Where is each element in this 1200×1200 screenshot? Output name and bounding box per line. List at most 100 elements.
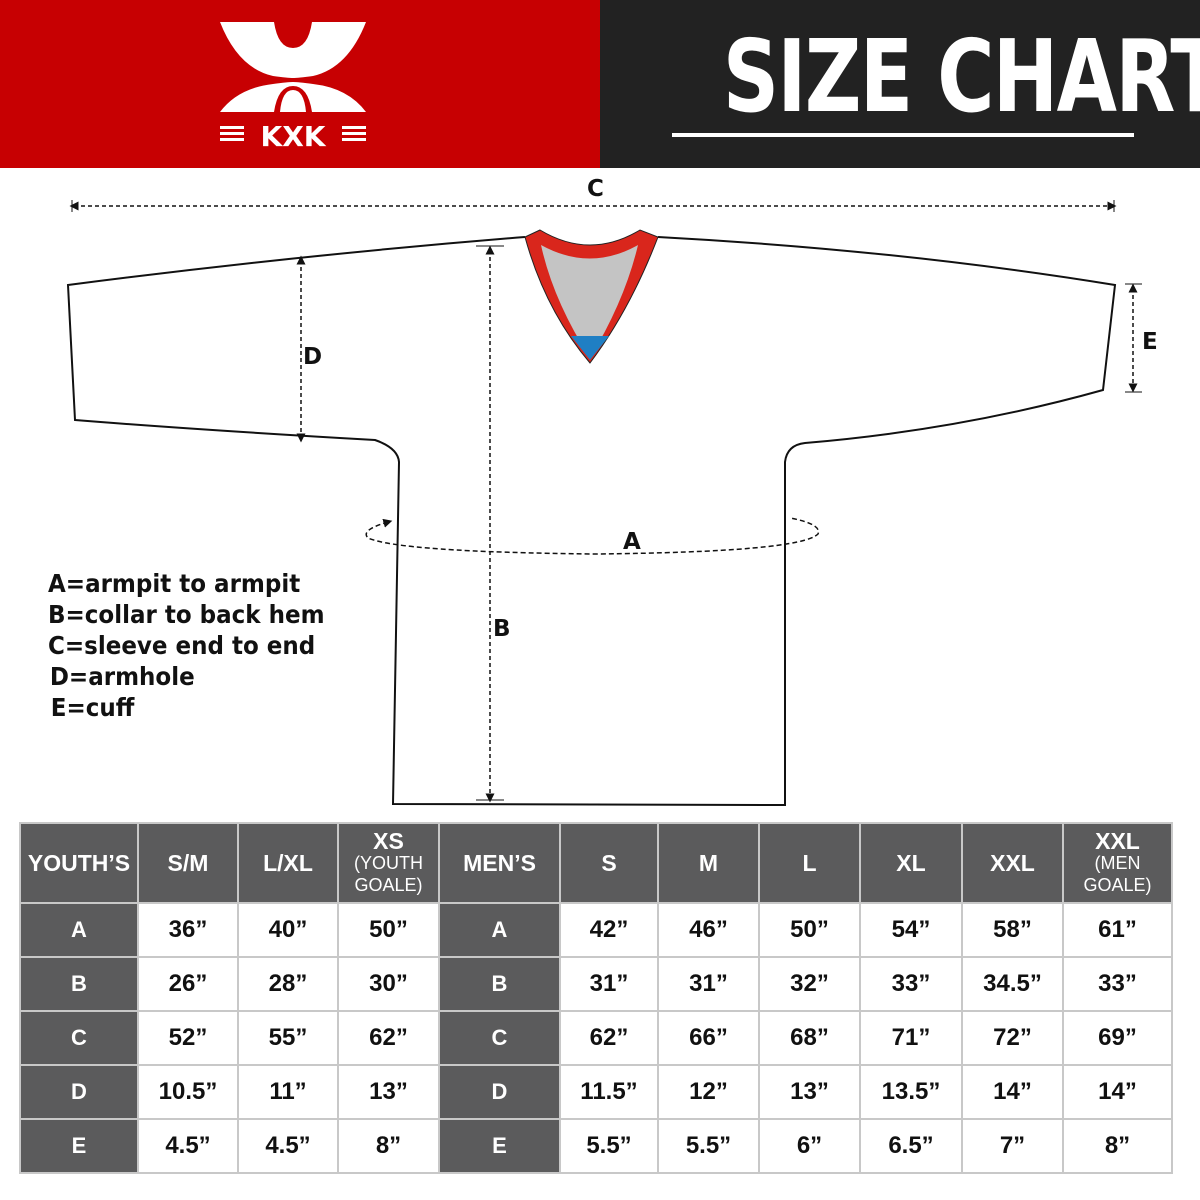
youth-value: 4.5” (139, 1120, 237, 1172)
youth-header: YOUTH’S (21, 824, 137, 902)
youth-value: 36” (139, 904, 237, 956)
collar-inner (541, 245, 638, 358)
table-row: C 52” 55” 62” C 62” 66” 68” 71” 72” 69” (21, 1012, 1171, 1064)
men-value: 5.5” (561, 1120, 657, 1172)
legend-item: A=armpit to armpit (48, 569, 301, 598)
row-label: A (21, 904, 137, 956)
men-value: 6.5” (861, 1120, 961, 1172)
men-header: MEN’S (440, 824, 559, 902)
measure-label-b: B (493, 616, 511, 642)
men-value: 72” (963, 1012, 1062, 1064)
youth-value: 50” (339, 904, 438, 956)
youth-value: 26” (139, 958, 237, 1010)
size-table: YOUTH’S S/M L/XL XS (YOUTH GOALE) MEN’S S M L XL X… (19, 822, 1173, 1174)
table-row: D 10.5” 11” 13” D 11.5” 12” 13” 13.5” 14” 14” (21, 1066, 1171, 1118)
men-value: 66” (659, 1012, 758, 1064)
men-value: 61” (1064, 904, 1171, 956)
youth-value: 13” (339, 1066, 438, 1118)
size-name: XXL (1095, 828, 1140, 854)
men-value: 33” (861, 958, 961, 1010)
men-value: 42” (561, 904, 657, 956)
youth-value: 55” (239, 1012, 337, 1064)
row-label: C (440, 1012, 559, 1064)
table-row: E 4.5” 4.5” 8” E 5.5” 5.5” 6” 6.5” 7” 8” (21, 1120, 1171, 1172)
measure-label-d: D (303, 344, 323, 370)
legend-item: C=sleeve end to end (48, 631, 316, 660)
row-label: B (440, 958, 559, 1010)
table-row: B 26” 28” 30” B 31” 31” 32” 33” 34.5” 33” (21, 958, 1171, 1010)
row-label: D (440, 1066, 559, 1118)
youth-size-header: XS (YOUTH GOALE) (339, 824, 438, 902)
men-value: 54” (861, 904, 961, 956)
size-name: XS (373, 828, 404, 854)
men-value: 31” (659, 958, 758, 1010)
men-value: 12” (659, 1066, 758, 1118)
size-name: XXL (990, 850, 1035, 876)
men-size-header: S (561, 824, 657, 902)
men-value: 68” (760, 1012, 859, 1064)
men-value: 58” (963, 904, 1062, 956)
men-value: 7” (963, 1120, 1062, 1172)
youth-value: 52” (139, 1012, 237, 1064)
youth-value: 62” (339, 1012, 438, 1064)
size-note: (YOUTH GOALE) (354, 853, 423, 895)
men-value: 69” (1064, 1012, 1171, 1064)
men-value: 5.5” (659, 1120, 758, 1172)
header-title-panel (600, 0, 1200, 168)
men-value: 6” (760, 1120, 859, 1172)
legend-item: E=cuff (50, 693, 135, 722)
table-row: A 36” 40” 50” A 42” 46” 50” 54” 58” 61” (21, 904, 1171, 956)
legend-item: B=collar to back hem (48, 600, 325, 629)
men-value: 8” (1064, 1120, 1171, 1172)
youth-value: 8” (339, 1120, 438, 1172)
youth-value: 4.5” (239, 1120, 337, 1172)
size-name: M (698, 850, 719, 876)
measure-label-a: A (623, 529, 641, 555)
size-name: S (601, 850, 617, 876)
youth-value: 30” (339, 958, 438, 1010)
men-value: 13” (760, 1066, 859, 1118)
row-label: A (440, 904, 559, 956)
row-label: B (21, 958, 137, 1010)
size-name: XL (896, 850, 926, 876)
men-value: 31” (561, 958, 657, 1010)
page-title: SIZE CHART (722, 18, 1200, 135)
size-note: (MEN GOALE) (1083, 853, 1152, 895)
youth-value: 10.5” (139, 1066, 237, 1118)
men-value: 62” (561, 1012, 657, 1064)
men-value: 50” (760, 904, 859, 956)
jersey-diagram (66, 200, 1142, 807)
men-value: 71” (861, 1012, 961, 1064)
kxk-logo: KXK (220, 22, 366, 150)
men-value: 13.5” (861, 1066, 961, 1118)
men-size-header: XXL (963, 824, 1062, 902)
men-value: 46” (659, 904, 758, 956)
men-value: 11.5” (561, 1066, 657, 1118)
row-label: E (440, 1120, 559, 1172)
men-size-header: XL (861, 824, 961, 902)
men-size-header: L (760, 824, 859, 902)
youth-value: 40” (239, 904, 337, 956)
jersey-outline (66, 236, 1117, 807)
row-label: E (21, 1120, 137, 1172)
table-header-row: YOUTH’S S/M L/XL XS (YOUTH GOALE) MEN’S S M L XL X… (21, 824, 1171, 902)
svg-text:KXK: KXK (261, 120, 327, 150)
men-value: 34.5” (963, 958, 1062, 1010)
men-size-header: M (659, 824, 758, 902)
youth-size-header: L/XL (239, 824, 337, 902)
youth-value: 11” (239, 1066, 337, 1118)
size-name: L (802, 850, 817, 876)
legend-item: D=armhole (49, 662, 195, 691)
men-value: 32” (760, 958, 859, 1010)
youth-size-header: S/M (139, 824, 237, 902)
row-label: D (21, 1066, 137, 1118)
men-value: 33” (1064, 958, 1171, 1010)
men-value: 14” (1064, 1066, 1171, 1118)
size-name: S/M (167, 850, 209, 876)
youth-value: 28” (239, 958, 337, 1010)
measure-label-c: C (587, 176, 604, 202)
measure-label-e: E (1142, 329, 1158, 355)
measurement-legend: A=armpit to armpit B=collar to back hem … (48, 568, 325, 723)
men-size-header: XXL (MEN GOALE) (1064, 824, 1171, 902)
collar-accent (571, 336, 609, 360)
